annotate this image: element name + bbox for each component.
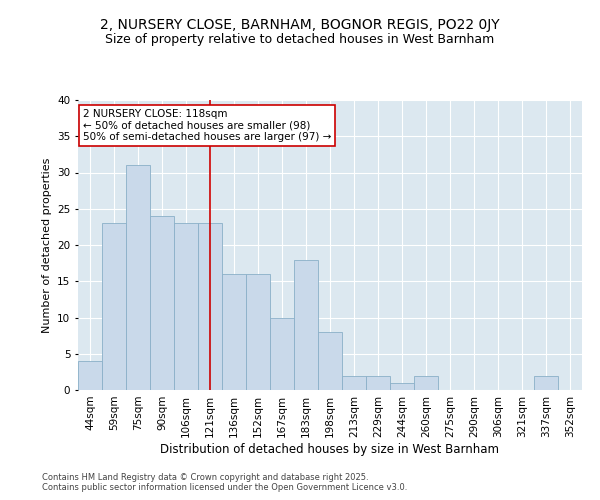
Text: 2, NURSERY CLOSE, BARNHAM, BOGNOR REGIS, PO22 0JY: 2, NURSERY CLOSE, BARNHAM, BOGNOR REGIS,…	[100, 18, 500, 32]
Bar	[78, 361, 102, 390]
Bar	[102, 223, 126, 390]
Bar	[222, 274, 246, 390]
Bar	[126, 165, 150, 390]
Bar	[390, 383, 414, 390]
Bar	[174, 223, 198, 390]
Bar	[198, 223, 222, 390]
Bar	[366, 376, 390, 390]
Text: Contains HM Land Registry data © Crown copyright and database right 2025.
Contai: Contains HM Land Registry data © Crown c…	[42, 473, 407, 492]
Bar	[294, 260, 318, 390]
Text: Size of property relative to detached houses in West Barnham: Size of property relative to detached ho…	[106, 32, 494, 46]
X-axis label: Distribution of detached houses by size in West Barnham: Distribution of detached houses by size …	[161, 442, 499, 456]
Y-axis label: Number of detached properties: Number of detached properties	[41, 158, 52, 332]
Bar	[246, 274, 270, 390]
Bar	[150, 216, 174, 390]
Bar	[318, 332, 342, 390]
Bar	[534, 376, 558, 390]
Bar	[414, 376, 438, 390]
Text: 2 NURSERY CLOSE: 118sqm
← 50% of detached houses are smaller (98)
50% of semi-de: 2 NURSERY CLOSE: 118sqm ← 50% of detache…	[83, 108, 331, 142]
Bar	[270, 318, 294, 390]
Bar	[342, 376, 366, 390]
